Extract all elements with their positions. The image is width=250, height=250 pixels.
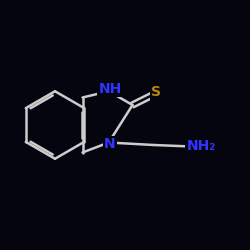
Text: NH₂: NH₂: [186, 139, 216, 153]
Text: S: S: [151, 86, 161, 100]
Text: NH: NH: [98, 82, 122, 96]
Text: N: N: [104, 137, 116, 151]
